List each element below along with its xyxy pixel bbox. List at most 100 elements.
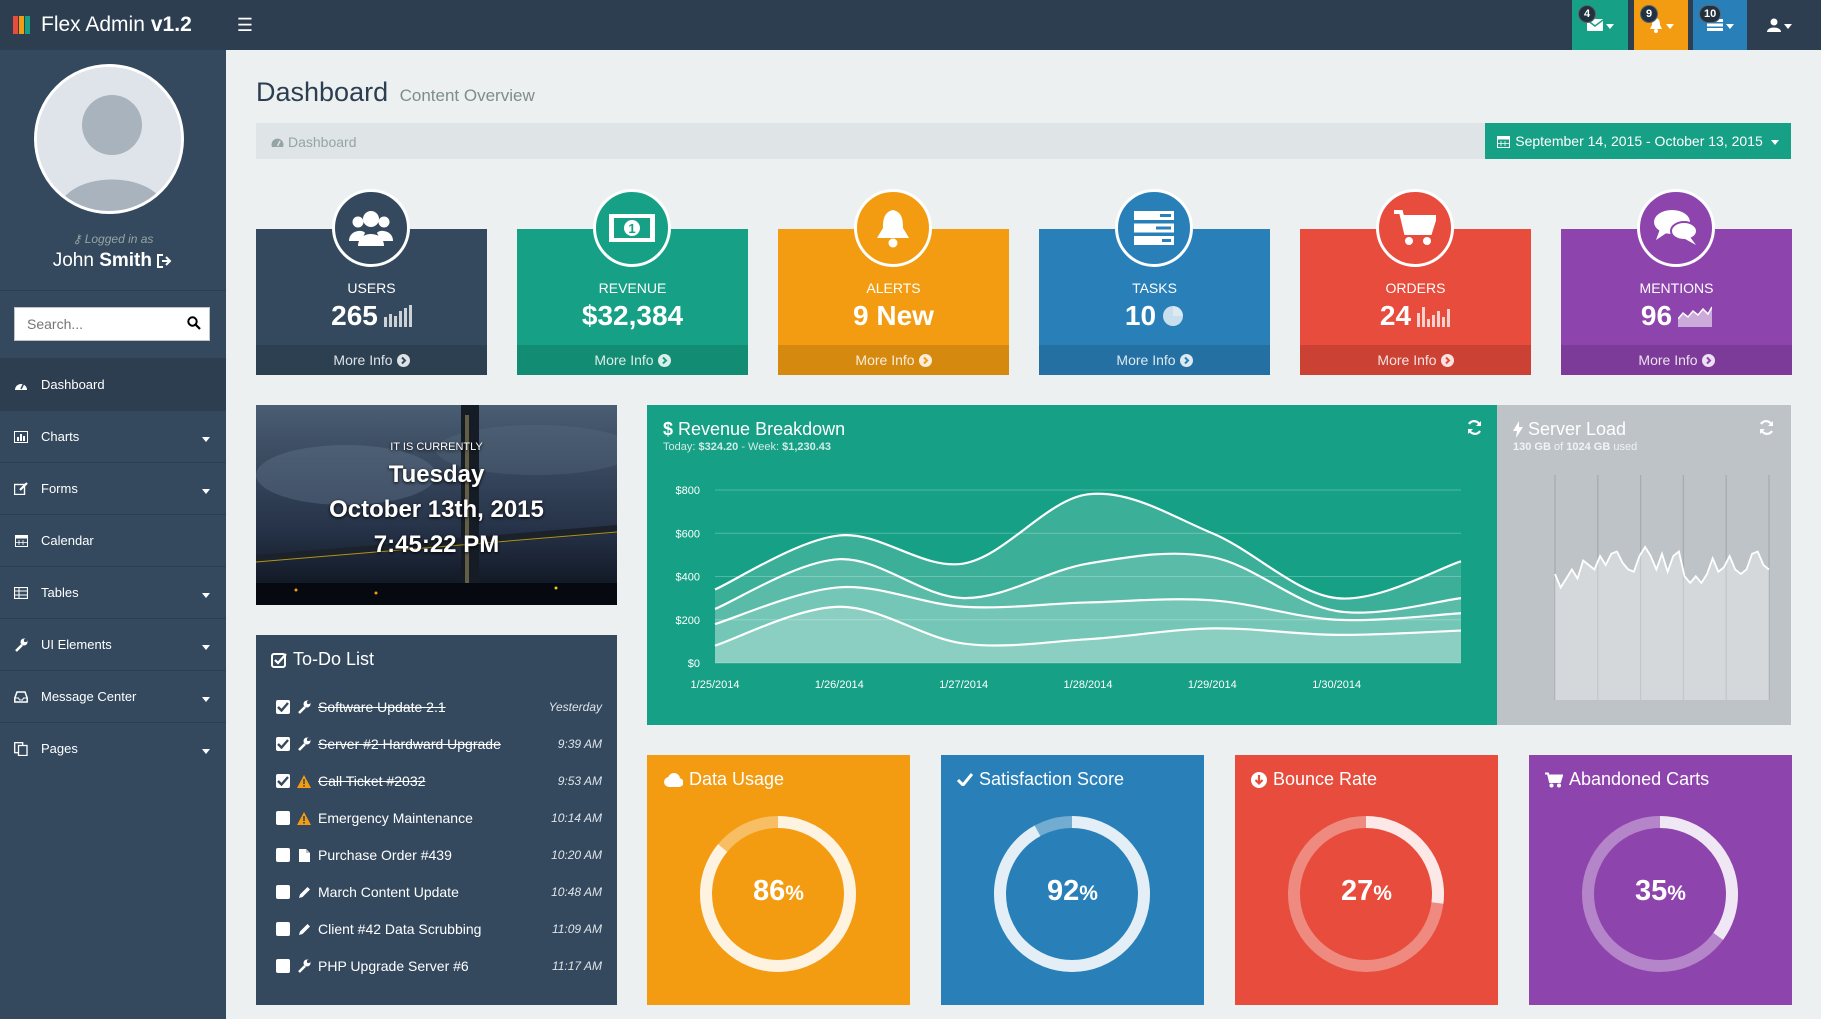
tasks-dropdown[interactable]: 10 [1693,0,1747,50]
todo-item: Call Ticket #2032 9:53 AM [276,766,602,796]
dashboard-icon [271,137,284,148]
line-chart-icon [1678,306,1713,327]
more-info-link[interactable]: More Info [256,345,487,375]
user-dropdown[interactable] [1753,0,1805,50]
todo-checkbox[interactable] [276,811,290,825]
refresh-icon[interactable] [1466,419,1483,436]
warning-icon [296,774,312,788]
menu-toggle-icon[interactable]: ☰ [236,14,254,35]
donut-title-text: Satisfaction Score [979,769,1125,789]
donut-tile-satisfaction-score: Satisfaction Score 92% [941,755,1204,1005]
todo-checkbox[interactable] [276,774,290,788]
caret-down-icon [1770,140,1779,145]
daterange-button[interactable]: September 14, 2015 - October 13, 2015 [1485,123,1791,159]
sidebar-item-message-center[interactable]: Message Center [0,670,226,722]
server-load-title: Server Load [1513,419,1626,440]
todo-checkbox[interactable] [276,922,290,936]
todo-checkbox[interactable] [276,848,290,862]
sidebar-item-charts[interactable]: Charts [0,410,226,462]
server-load-chart [1554,475,1770,700]
check-square-icon [271,652,287,668]
series-area [715,606,1461,663]
logo-icon [13,16,33,34]
tile-value: $32,384 [581,300,684,331]
alerts-dropdown[interactable]: 9 [1634,0,1688,50]
server-load-subtitle: 130 GB of 1024 GB used [1513,441,1637,453]
sidebar-item-ui-elements[interactable]: UI Elements [0,618,226,670]
server-load-title-text: Server Load [1528,419,1627,439]
more-info-link[interactable]: More Info [1039,345,1270,375]
clock-day: Tuesday [388,461,485,488]
todo-time: 10:48 AM [551,885,602,899]
tile-mentions: Mentions 96 More Info [1561,189,1792,375]
user-name: John Smith [0,250,226,272]
comments-icon [1637,189,1715,267]
avatar[interactable] [34,64,184,214]
sign-out-icon[interactable] [157,253,173,268]
more-info-link[interactable]: More Info [1561,345,1792,375]
todo-checkbox[interactable] [276,737,290,751]
user-icon [1766,18,1781,32]
arrow-circle-right-icon [657,353,671,367]
bar-chart-icon [383,305,412,327]
donut-arc [1582,816,1738,972]
todo-item: Server #2 Hardward Upgrade 9:39 AM [276,729,602,759]
donut-title-text: Bounce Rate [1273,769,1378,789]
tile-orders: Orders 24 More Info [1300,189,1531,375]
wrench-icon [296,700,312,714]
donut-arc [1288,816,1444,972]
revenue-title: $ Revenue Breakdown [663,419,845,440]
series-line [714,605,1462,647]
tile-value: 24 [1379,300,1412,331]
caret-down-icon [202,749,210,754]
sidebar-item-dashboard[interactable]: Dashboard [0,358,226,410]
search-icon[interactable] [187,316,201,330]
tile-value-row: 24 [1300,300,1531,332]
sidebar-item-calendar[interactable]: Calendar [0,514,226,566]
load-line [1554,545,1770,590]
todo-title-text: To-Do List [293,649,375,669]
series-line [714,585,1462,626]
todo-checkbox[interactable] [276,700,290,714]
more-info-link[interactable]: More Info [778,345,1009,375]
night-bridge-image [256,405,617,605]
sidebar-item-pages[interactable]: Pages [0,722,226,774]
donut-value-number: 92 [1047,875,1080,907]
more-info-link[interactable]: More Info [1300,345,1531,375]
sidebar-item-forms[interactable]: Forms [0,462,226,514]
todo-text: March Content Update [318,884,459,900]
today-value: $324.20 [698,441,739,453]
sidebar-item-tables[interactable]: Tables [0,566,226,618]
todo-text: PHP Upgrade Server #6 [318,958,469,974]
more-info-text: More Info [1638,352,1698,368]
wrench-icon [296,959,312,973]
tasks-icon [1115,189,1193,267]
files-icon [13,741,29,756]
key-icon: ⚷ [72,232,82,246]
logged-in-label: ⚷ Logged in as [0,232,226,246]
refresh-icon[interactable] [1758,419,1775,436]
todo-text: Call Ticket #2032 [318,773,426,789]
search-input[interactable] [15,316,175,332]
clock-widget: IT IS CURRENTLY Tuesday October 13th, 20… [256,405,617,605]
donut-tile-abandoned-carts: Abandoned Carts 35% [1529,755,1792,1005]
donut-value-number: 86 [753,875,786,907]
todo-checkbox[interactable] [276,885,290,899]
revenue-panel: $ Revenue Breakdown Today: $324.20 - Wee… [647,405,1499,725]
tile-value-row: 265 [256,300,487,332]
more-info-link[interactable]: More Info [517,345,748,375]
caret-down-icon [202,645,210,650]
tile-value: 96 [1640,300,1673,331]
todo-checkbox[interactable] [276,959,290,973]
more-info-text: More Info [1116,352,1176,368]
server-load-panel: Server Load 130 GB of 1024 GB used [1497,405,1791,725]
search-box [14,307,210,341]
messages-dropdown[interactable]: 4 [1572,0,1628,50]
donut-value: 86% [647,875,910,908]
table-icon [13,586,29,599]
x-tick-label: 1/29/2014 [1188,679,1237,691]
tile-label: Users [347,280,396,296]
brand[interactable]: Flex Admin v1.2 [13,12,192,38]
todo-item: March Content Update 10:48 AM [276,877,602,907]
breadcrumb[interactable]: Dashboard [271,134,357,150]
